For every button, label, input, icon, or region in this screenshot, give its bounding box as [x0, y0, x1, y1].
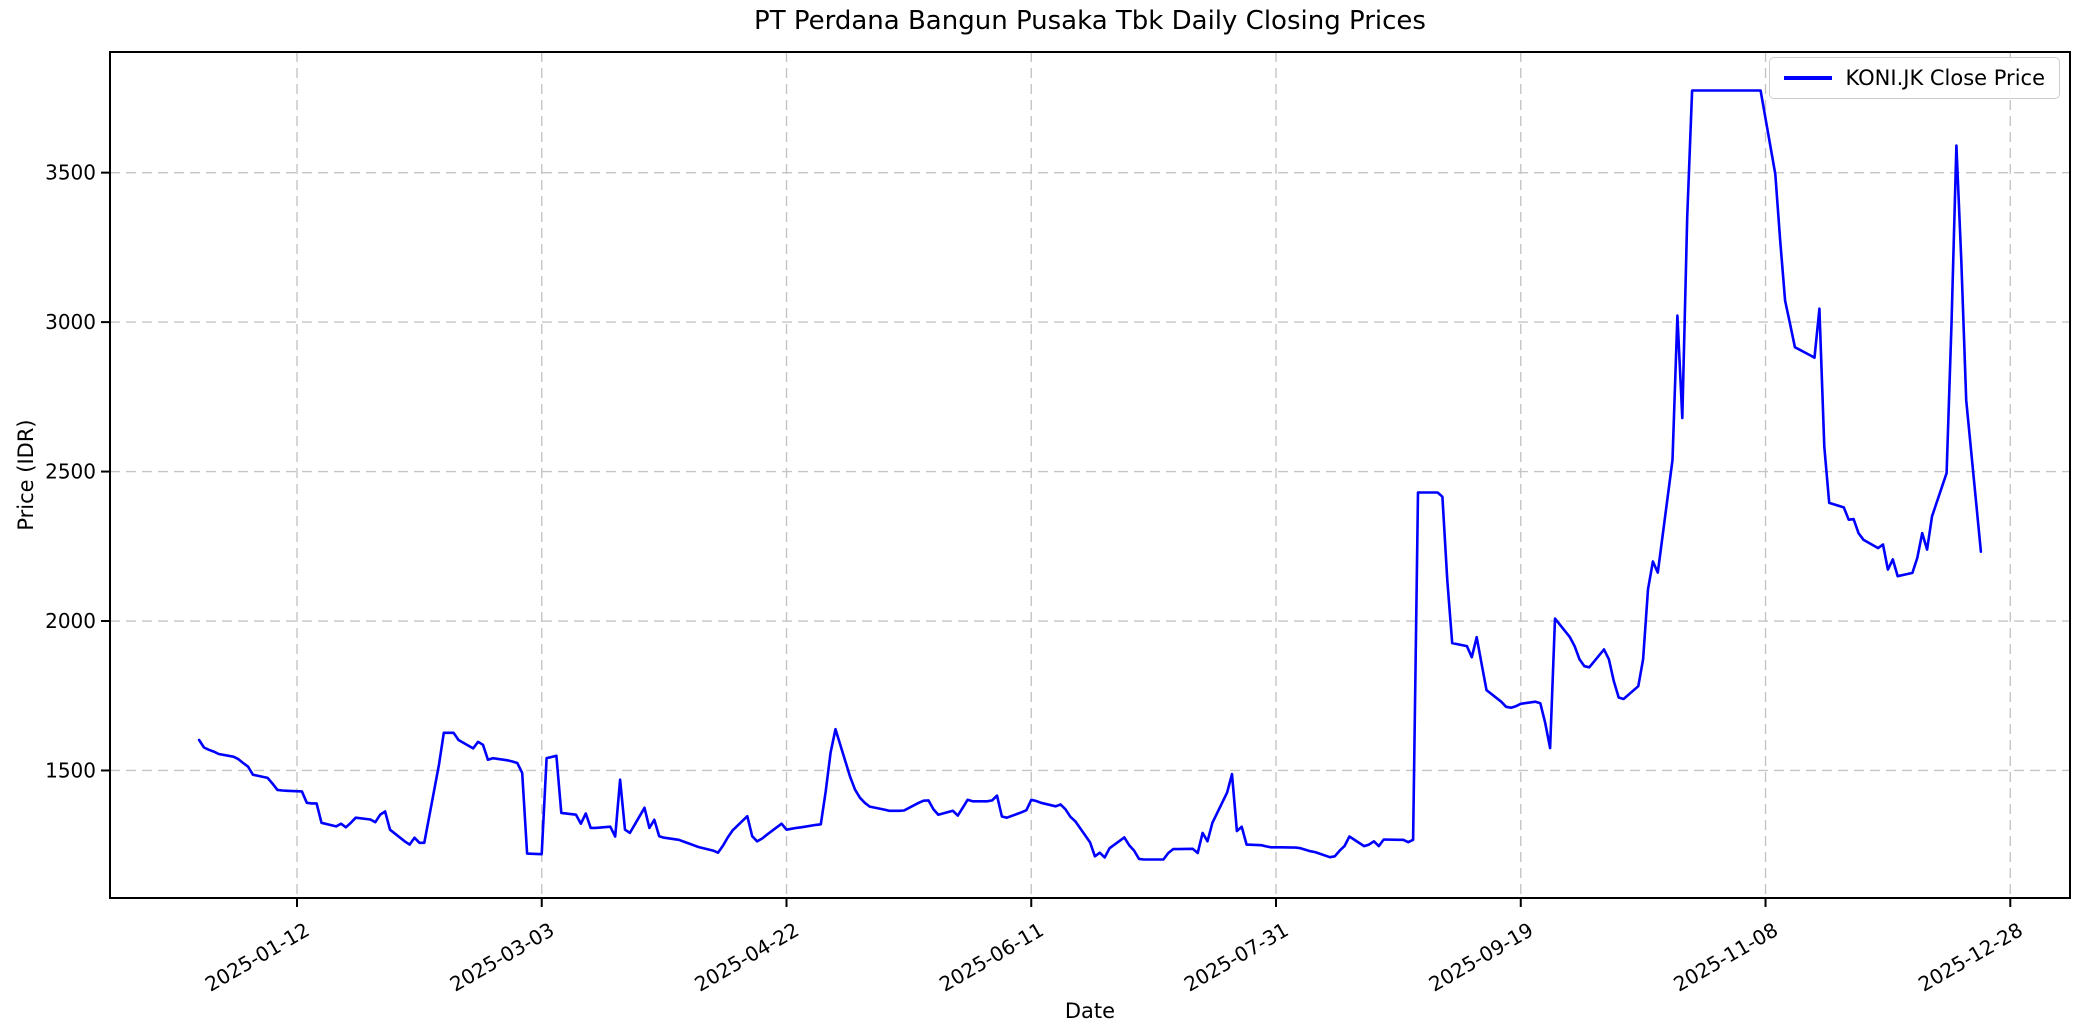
y-tick-label: 2000: [45, 609, 96, 633]
chart-title: PT Perdana Bangun Pusaka Tbk Daily Closi…: [754, 6, 1426, 36]
x-axis-label: Date: [1064, 999, 1116, 1023]
x-tick-label: 2025-07-31: [1180, 918, 1293, 997]
x-tick-label: 2025-11-08: [1669, 918, 1782, 997]
legend: KONI.JK Close Price: [1768, 57, 2060, 99]
x-tick-label: 2025-04-22: [690, 918, 803, 997]
y-tick-label: 1500: [45, 758, 96, 782]
x-tick-label: 2025-06-11: [935, 918, 1048, 997]
price-line: [197, 89, 1983, 861]
y-tick-label: 3500: [45, 161, 96, 185]
y-tick-label: 2500: [45, 460, 96, 484]
x-tick-label: 2025-03-03: [446, 918, 559, 997]
x-tick-label: 2025-12-28: [1914, 918, 2027, 997]
legend-label: KONI.JK Close Price: [1845, 66, 2045, 90]
y-tick-label: 3000: [45, 310, 96, 334]
legend-line-icon: [1783, 76, 1832, 80]
x-tick-label: 2025-01-12: [201, 918, 314, 997]
axes-frame: [109, 51, 2071, 899]
x-tick-label: 2025-09-19: [1425, 918, 1538, 997]
